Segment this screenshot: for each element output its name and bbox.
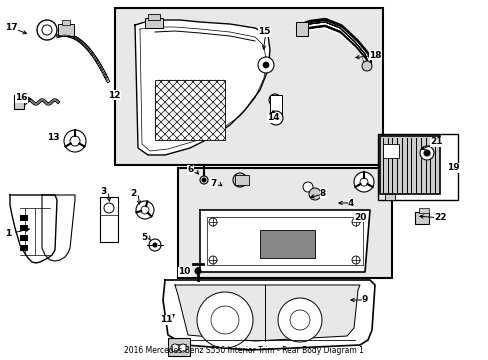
Polygon shape <box>175 285 359 341</box>
Circle shape <box>351 218 359 226</box>
Bar <box>20 245 28 251</box>
Bar <box>384 194 394 200</box>
Circle shape <box>208 256 217 264</box>
Text: 19: 19 <box>446 163 459 172</box>
Bar <box>260 230 314 258</box>
Text: 17: 17 <box>5 23 18 32</box>
Bar <box>206 217 362 265</box>
Circle shape <box>308 188 320 200</box>
Bar <box>20 225 28 231</box>
Circle shape <box>171 344 179 352</box>
Text: 10: 10 <box>178 267 190 276</box>
Bar <box>115 8 382 165</box>
Text: 1: 1 <box>5 229 11 238</box>
Circle shape <box>197 292 252 348</box>
Bar <box>269 95 282 115</box>
Circle shape <box>361 61 371 71</box>
Bar <box>235 175 248 185</box>
Circle shape <box>258 57 273 73</box>
Circle shape <box>136 201 154 219</box>
Text: 14: 14 <box>266 113 279 122</box>
Bar <box>155 80 224 140</box>
Circle shape <box>232 173 246 187</box>
Circle shape <box>359 178 367 186</box>
Circle shape <box>210 306 239 334</box>
Text: 6: 6 <box>186 166 193 175</box>
Bar <box>14 95 24 109</box>
Text: 9: 9 <box>361 296 367 305</box>
Circle shape <box>268 94 281 106</box>
Circle shape <box>104 203 114 213</box>
Circle shape <box>263 62 268 68</box>
Circle shape <box>423 150 429 156</box>
Circle shape <box>195 268 201 274</box>
Text: 2016 Mercedes-Benz S550 Interior Trim - Rear Body Diagram 1: 2016 Mercedes-Benz S550 Interior Trim - … <box>124 346 363 355</box>
Text: 5: 5 <box>141 234 147 243</box>
Text: 8: 8 <box>319 189 325 198</box>
Circle shape <box>141 206 149 214</box>
Text: 16: 16 <box>15 94 27 103</box>
Text: 22: 22 <box>433 213 446 222</box>
Circle shape <box>419 146 433 160</box>
Text: 21: 21 <box>429 138 442 147</box>
Circle shape <box>289 310 309 330</box>
Bar <box>382 144 398 158</box>
Bar <box>377 134 457 200</box>
Bar <box>418 208 428 213</box>
Circle shape <box>149 239 161 251</box>
Circle shape <box>179 344 186 352</box>
Circle shape <box>202 178 205 182</box>
Bar <box>58 24 74 36</box>
Text: 3: 3 <box>100 186 106 195</box>
Text: 13: 13 <box>47 134 60 143</box>
Text: 18: 18 <box>368 50 381 59</box>
Bar <box>20 215 28 221</box>
Circle shape <box>153 243 157 247</box>
Circle shape <box>208 218 217 226</box>
Bar <box>379 136 439 194</box>
Bar <box>168 338 190 356</box>
Circle shape <box>278 298 321 342</box>
Bar <box>62 20 70 25</box>
Bar <box>145 18 163 28</box>
Text: 20: 20 <box>353 212 366 221</box>
Bar <box>20 235 28 241</box>
Polygon shape <box>135 20 269 155</box>
Circle shape <box>70 136 80 146</box>
Polygon shape <box>200 210 369 272</box>
Circle shape <box>353 172 373 192</box>
Bar <box>295 22 307 36</box>
Polygon shape <box>163 280 374 350</box>
Bar <box>148 14 160 20</box>
Bar <box>100 197 118 242</box>
Circle shape <box>64 130 86 152</box>
Circle shape <box>42 25 52 35</box>
Bar <box>178 168 391 278</box>
Circle shape <box>351 256 359 264</box>
Polygon shape <box>42 195 75 261</box>
Polygon shape <box>10 195 57 263</box>
Circle shape <box>200 176 207 184</box>
Text: 11: 11 <box>160 315 172 324</box>
Text: 15: 15 <box>258 27 270 36</box>
Text: 2: 2 <box>130 189 136 198</box>
Circle shape <box>303 182 312 192</box>
Circle shape <box>37 20 57 40</box>
Text: 4: 4 <box>347 198 354 207</box>
Circle shape <box>268 111 283 125</box>
Text: 7: 7 <box>209 179 216 188</box>
Text: 12: 12 <box>108 90 120 99</box>
Bar <box>414 212 428 224</box>
